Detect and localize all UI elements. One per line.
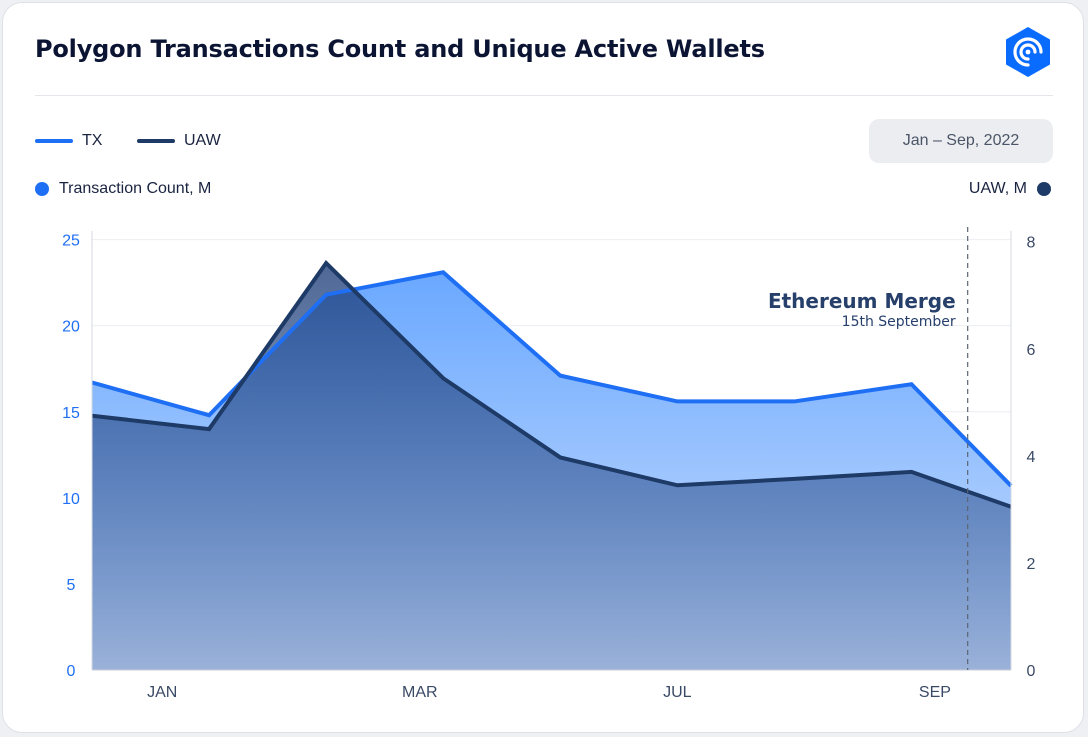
right-axis-label: UAW, M: [968, 180, 1027, 197]
legend-label-uaw: UAW: [184, 132, 221, 149]
chart-title: Polygon Transactions Count and Unique Ac…: [35, 35, 765, 63]
legend-swatch-uaw: [137, 139, 175, 143]
legend-item-tx: TX: [35, 132, 102, 150]
y-left-tick-label: 25: [62, 233, 80, 250]
area-uaw: [92, 263, 1011, 670]
legend-swatch-tx: [35, 139, 73, 143]
y-right-tick-label: 6: [1027, 342, 1036, 359]
x-tick-label: SEP: [919, 684, 951, 701]
annotation-subtitle: 15th September: [842, 314, 956, 330]
legend-label-tx: TX: [82, 132, 103, 149]
right-axis-title: UAW, M: [969, 180, 1051, 198]
legend-item-uaw: UAW: [137, 132, 221, 150]
right-axis-dot: [1037, 182, 1051, 196]
y-left-tick-label: 10: [62, 491, 80, 508]
y-left-tick-label: 15: [62, 405, 80, 422]
line-uaw: [91, 260, 1012, 509]
y-right-tick-label: 4: [1027, 449, 1036, 466]
left-axis-label: Transaction Count, M: [59, 180, 212, 197]
left-axis-dot: [35, 182, 49, 196]
x-tick-label: MAR: [402, 684, 438, 701]
y-right-tick-label: 0: [1027, 663, 1036, 680]
y-left-tick-label: 20: [62, 319, 80, 336]
x-tick-label: JAN: [147, 684, 177, 701]
header-divider: [35, 95, 1053, 96]
y-right-tick-label: 2: [1027, 556, 1036, 573]
y-left-tick-label: 5: [67, 577, 76, 594]
y-right-tick-label: 8: [1027, 235, 1036, 252]
x-tick-label: JUL: [663, 684, 692, 701]
annotation-title: Ethereum Merge: [768, 289, 956, 313]
date-range-badge[interactable]: Jan – Sep, 2022: [869, 119, 1053, 163]
y-left-tick-label: 0: [67, 663, 76, 680]
left-axis-title: Transaction Count, M: [35, 180, 211, 198]
dappradar-logo-icon: [1006, 27, 1050, 77]
